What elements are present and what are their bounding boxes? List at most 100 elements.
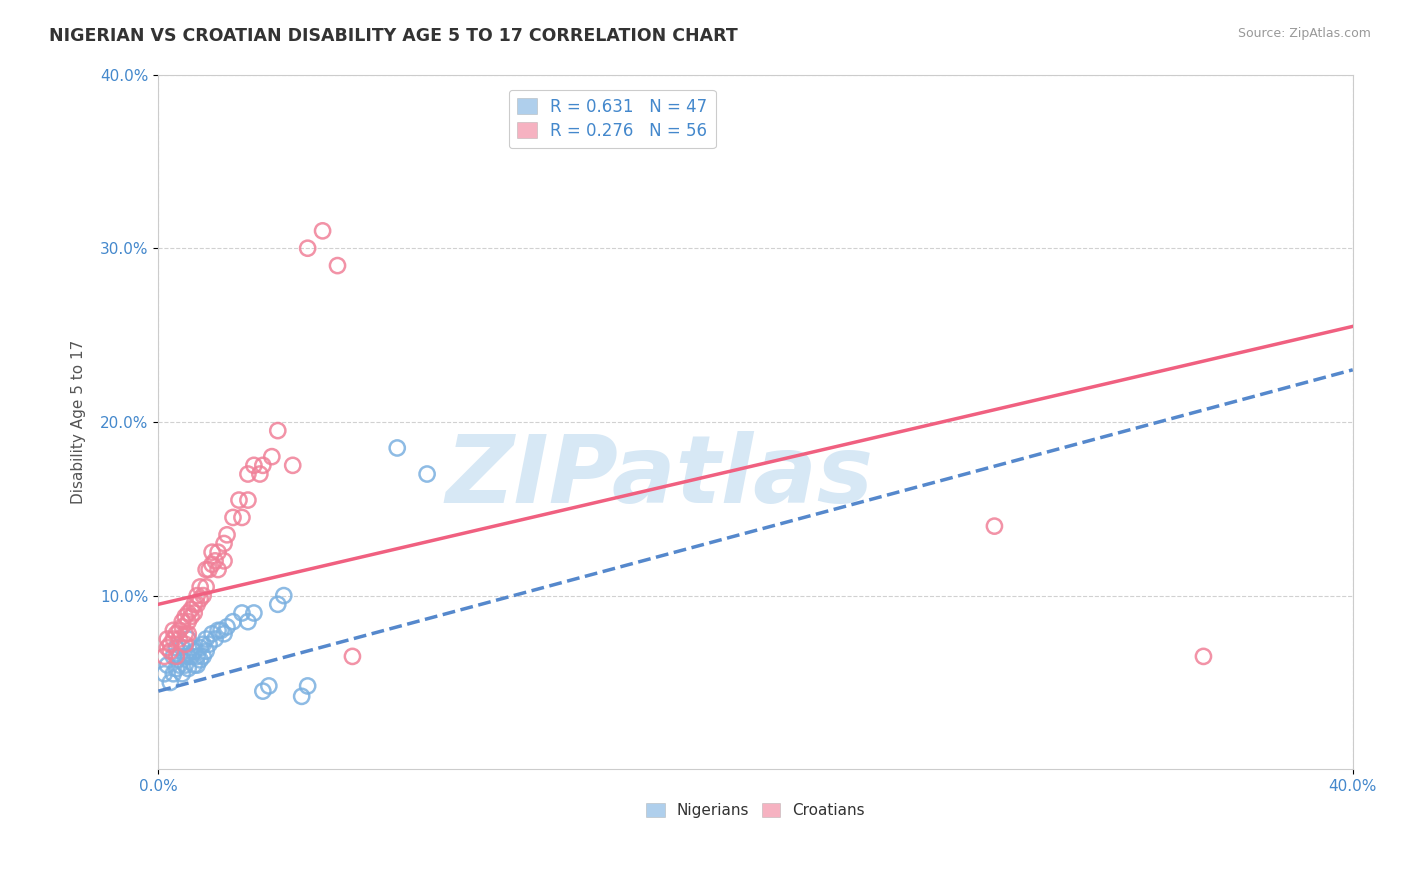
Point xyxy=(188,640,211,655)
Point xyxy=(215,620,238,634)
Point xyxy=(228,493,250,508)
Point xyxy=(198,637,221,651)
Point xyxy=(153,666,176,681)
Point xyxy=(186,597,208,611)
Point xyxy=(172,666,194,681)
Point xyxy=(162,624,184,638)
Point xyxy=(204,554,226,568)
Point xyxy=(191,649,214,664)
Point xyxy=(165,640,187,655)
Point xyxy=(222,510,245,524)
Point xyxy=(243,606,266,620)
Point xyxy=(231,510,253,524)
Point xyxy=(162,666,184,681)
Point xyxy=(180,602,202,616)
Point xyxy=(252,684,274,698)
Point xyxy=(201,545,224,559)
Point xyxy=(180,649,202,664)
Point xyxy=(186,649,208,664)
Point xyxy=(207,563,229,577)
Point xyxy=(177,606,200,620)
Point xyxy=(195,644,218,658)
Point xyxy=(167,624,190,638)
Point xyxy=(311,224,333,238)
Point xyxy=(174,609,197,624)
Point xyxy=(172,615,194,629)
Text: Source: ZipAtlas.com: Source: ZipAtlas.com xyxy=(1237,27,1371,40)
Point xyxy=(177,649,200,664)
Point xyxy=(207,624,229,638)
Point xyxy=(186,589,208,603)
Point xyxy=(222,615,245,629)
Point xyxy=(174,649,197,664)
Point xyxy=(212,536,235,550)
Point xyxy=(297,679,319,693)
Point xyxy=(159,644,181,658)
Point xyxy=(191,637,214,651)
Point xyxy=(243,458,266,473)
Point xyxy=(326,259,349,273)
Point xyxy=(257,679,280,693)
Point xyxy=(177,627,200,641)
Point xyxy=(267,597,290,611)
Point xyxy=(260,450,283,464)
Point xyxy=(236,615,259,629)
Point xyxy=(204,632,226,646)
Point xyxy=(201,558,224,572)
Point xyxy=(183,644,205,658)
Point xyxy=(188,592,211,607)
Point xyxy=(156,658,179,673)
Point xyxy=(180,640,202,655)
Point xyxy=(231,606,253,620)
Point xyxy=(167,649,190,664)
Point xyxy=(236,493,259,508)
Point xyxy=(1192,649,1215,664)
Point xyxy=(212,627,235,641)
Point xyxy=(273,589,295,603)
Point xyxy=(297,241,319,255)
Point xyxy=(162,632,184,646)
Point xyxy=(174,658,197,673)
Point xyxy=(267,424,290,438)
Point xyxy=(201,627,224,641)
Point xyxy=(183,658,205,673)
Point xyxy=(183,606,205,620)
Point xyxy=(172,620,194,634)
Point xyxy=(180,609,202,624)
Point xyxy=(165,627,187,641)
Point xyxy=(165,662,187,676)
Point xyxy=(236,467,259,481)
Point xyxy=(252,458,274,473)
Point xyxy=(983,519,1005,533)
Point xyxy=(281,458,304,473)
Point xyxy=(177,632,200,646)
Point xyxy=(162,649,184,664)
Text: NIGERIAN VS CROATIAN DISABILITY AGE 5 TO 17 CORRELATION CHART: NIGERIAN VS CROATIAN DISABILITY AGE 5 TO… xyxy=(49,27,738,45)
Point xyxy=(174,627,197,641)
Point xyxy=(159,675,181,690)
Point xyxy=(159,637,181,651)
Point xyxy=(167,632,190,646)
Point xyxy=(188,653,211,667)
Point xyxy=(183,597,205,611)
Legend: Nigerians, Croatians: Nigerians, Croatians xyxy=(640,797,870,824)
Point xyxy=(156,640,179,655)
Point xyxy=(249,467,271,481)
Text: ZIPatlas: ZIPatlas xyxy=(446,432,875,524)
Point xyxy=(167,658,190,673)
Point xyxy=(195,632,218,646)
Point xyxy=(177,615,200,629)
Point xyxy=(207,545,229,559)
Point xyxy=(195,563,218,577)
Point xyxy=(291,690,314,704)
Point xyxy=(198,563,221,577)
Point xyxy=(342,649,364,664)
Y-axis label: Disability Age 5 to 17: Disability Age 5 to 17 xyxy=(72,340,86,504)
Point xyxy=(174,637,197,651)
Point xyxy=(165,649,187,664)
Point xyxy=(186,658,208,673)
Point xyxy=(195,580,218,594)
Point xyxy=(387,441,409,455)
Point xyxy=(209,624,232,638)
Point xyxy=(212,554,235,568)
